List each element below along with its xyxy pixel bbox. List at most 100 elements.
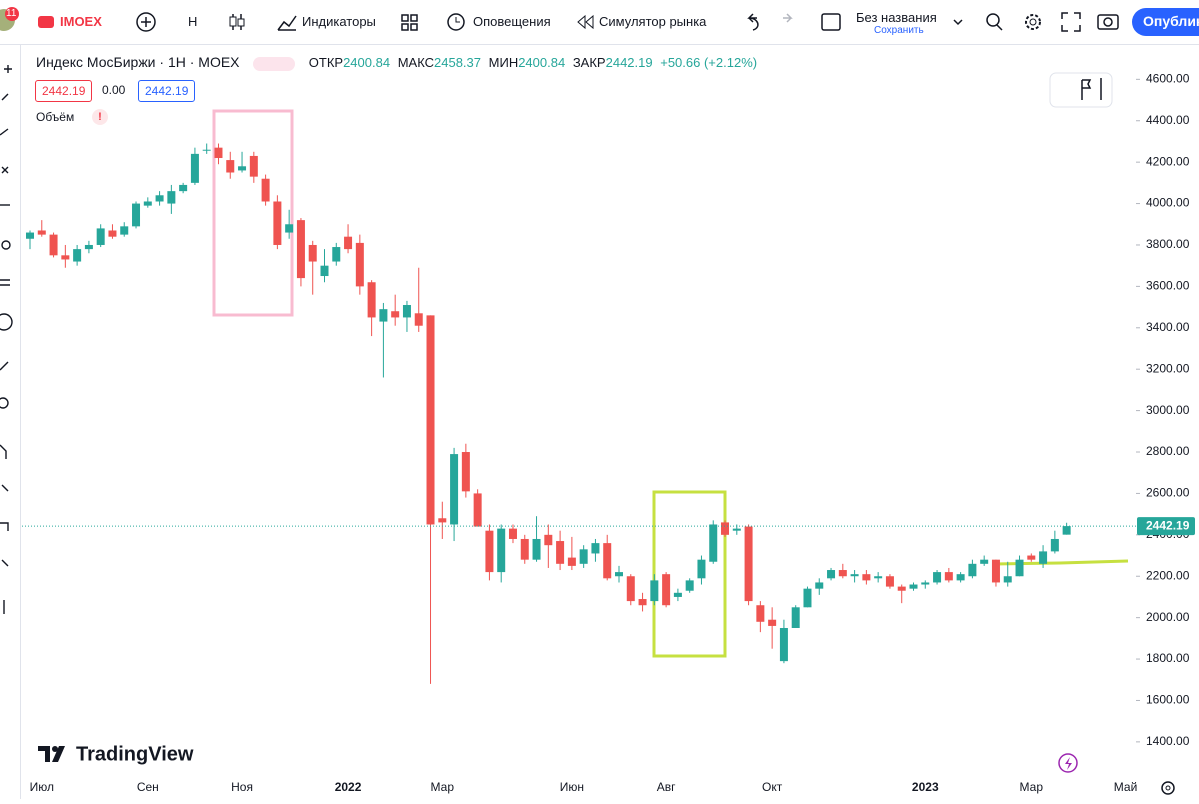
candle-body: [296, 220, 305, 279]
candle-body: [779, 628, 788, 662]
add-symbol-button[interactable]: [136, 12, 156, 32]
candle-body: [956, 574, 965, 581]
fullscreen-button[interactable]: [1061, 12, 1081, 32]
replay-button[interactable]: Симулятор рынка: [599, 14, 707, 29]
candle-body: [768, 619, 777, 626]
candle-body: [96, 228, 105, 245]
lightning-button[interactable]: [1058, 753, 1078, 773]
candle-body: [132, 203, 141, 227]
candle-body: [320, 265, 329, 277]
save-label[interactable]: Сохранить: [874, 25, 924, 36]
search-button[interactable]: [986, 13, 1000, 27]
candle-body: [108, 230, 117, 237]
settings-button[interactable]: [1161, 781, 1175, 795]
candle-body: [379, 309, 388, 322]
candle-body: [520, 538, 529, 560]
candle-body: [508, 528, 517, 539]
candle-body: [685, 580, 694, 591]
candle-body: [838, 570, 847, 577]
y-tick-label: 1600.00: [1146, 693, 1190, 707]
alerts-button[interactable]: Оповещения: [473, 14, 551, 29]
candle-body: [980, 559, 989, 564]
x-tick-label: 2022: [335, 780, 362, 794]
y-tick-label: 1400.00: [1146, 734, 1190, 748]
candle-body: [662, 574, 671, 606]
candle-body: [84, 244, 93, 250]
watermark-logo: TradingView: [38, 743, 194, 765]
templates-button[interactable]: [401, 14, 418, 31]
candle-body: [190, 153, 199, 183]
candle-body: [438, 518, 447, 523]
redo-button[interactable]: [783, 13, 793, 23]
candle-body: [249, 155, 258, 177]
publish-button[interactable]: [1132, 8, 1199, 36]
toolbar-icons: [0, 7, 1199, 36]
screenshot-button[interactable]: [1097, 14, 1119, 30]
candle-body: [367, 282, 376, 318]
candle-body: [933, 572, 942, 583]
candle-body: [591, 543, 600, 554]
candle-body: [344, 236, 353, 250]
settings-button[interactable]: [1025, 14, 1041, 30]
candle-body: [202, 149, 211, 151]
x-tick-label: Окт: [762, 780, 783, 794]
candle-body: [673, 592, 682, 597]
candle-body: [991, 559, 1000, 583]
layout-name[interactable]: Без названия: [856, 10, 937, 25]
candle-body: [744, 526, 753, 602]
green-rectangle-drawing: [652, 490, 727, 658]
x-tick-label: Авг: [657, 780, 676, 794]
candle-body: [803, 588, 812, 608]
status-pill[interactable]: [253, 56, 296, 71]
pink-rectangle-drawing: [212, 109, 294, 317]
candle-body: [815, 582, 824, 589]
left-toolbar-icons: [0, 65, 13, 614]
candle-body: [968, 563, 977, 577]
candle-body: [626, 576, 635, 602]
candle-body: [285, 224, 294, 233]
candle-body: [603, 543, 612, 579]
candle-body: [167, 191, 176, 204]
candle-body: [450, 454, 459, 525]
layout-button[interactable]: [821, 13, 841, 31]
candle-body: [638, 599, 647, 606]
candle-body: [721, 522, 730, 535]
candle-body: [1015, 559, 1024, 577]
x-tick-label: Ноя: [231, 780, 253, 794]
trend-line-drawing: [993, 559, 1129, 566]
candle-body: [874, 576, 883, 579]
y-tick-label: 3000.00: [1146, 403, 1190, 417]
candle-body: [332, 247, 341, 262]
candle-body: [308, 244, 317, 262]
candle-body: [1050, 538, 1059, 552]
candle-body: [697, 559, 706, 579]
candle-body: [273, 201, 282, 245]
y-tick-label: 4200.00: [1146, 154, 1190, 168]
candle-body: [26, 232, 34, 239]
candle-body: [155, 195, 164, 202]
interval-button[interactable]: H: [188, 14, 198, 29]
volume-warning[interactable]: !: [92, 109, 108, 125]
y-tick-label: 4600.00: [1146, 72, 1190, 86]
buy-button[interactable]: 2442.19: [138, 80, 196, 102]
candle-body: [1027, 555, 1036, 560]
candle-body: [261, 178, 270, 202]
candle-body: [567, 557, 576, 566]
candle-body: [61, 255, 70, 260]
sell-button[interactable]: 2442.19: [35, 80, 93, 102]
chart-settings-pill[interactable]: [1049, 72, 1113, 108]
candle-body: [461, 452, 470, 492]
candle-body: [238, 166, 247, 171]
candle-body: [73, 249, 82, 262]
x-tick-label: Мар: [1020, 780, 1044, 794]
undo-button[interactable]: [747, 13, 759, 31]
change-value: +50.66 (+2.12%): [660, 55, 758, 70]
indicators-button[interactable]: Индикаторы: [302, 14, 376, 29]
publish-label[interactable]: Опублик: [1143, 13, 1199, 29]
open-label: ОТКР: [308, 55, 344, 70]
candle-body: [473, 493, 482, 527]
y-tick-label: 3400.00: [1146, 320, 1190, 334]
symbol-button[interactable]: IMOEX: [60, 14, 102, 29]
open-value: 2400.84: [343, 55, 391, 70]
